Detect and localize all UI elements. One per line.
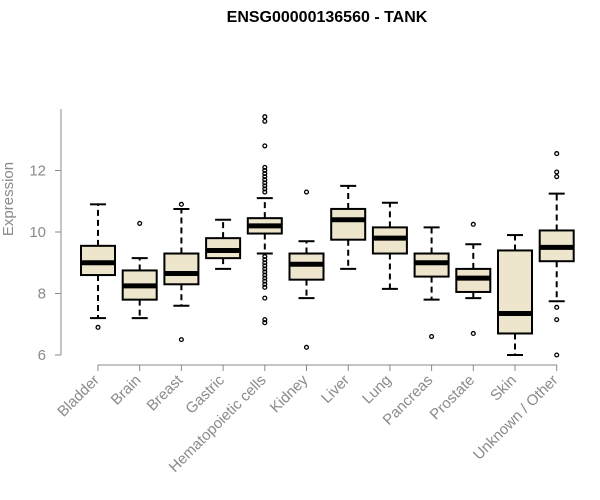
y-tick-label: 8 — [38, 286, 46, 303]
outlier-point — [262, 320, 268, 326]
outlier-point — [262, 177, 268, 183]
outlier-point — [262, 317, 268, 323]
outlier-point — [137, 220, 143, 226]
outlier-point — [554, 304, 560, 310]
outlier-point — [262, 186, 268, 192]
box-group — [246, 114, 283, 326]
box-iqr — [163, 252, 200, 286]
x-tick-label: Brain — [108, 372, 145, 409]
box-group — [371, 201, 408, 290]
outlier-point — [262, 118, 268, 124]
box-group — [288, 189, 325, 350]
outlier-point — [262, 171, 268, 177]
outlier-point — [262, 284, 268, 290]
outlier-point — [262, 257, 268, 263]
box-group — [330, 184, 367, 270]
outlier-point — [262, 180, 268, 186]
box-group — [205, 218, 242, 270]
outlier-point — [554, 317, 560, 323]
outlier-point — [262, 266, 268, 272]
y-tick-label: 10 — [29, 224, 46, 241]
y-tick-label: 12 — [29, 163, 46, 180]
outlier-point — [554, 174, 560, 180]
outlier-point — [262, 295, 268, 301]
outlier-point — [262, 183, 268, 189]
box-group — [455, 221, 492, 337]
box-group — [163, 201, 200, 343]
y-tick-label: 6 — [38, 347, 46, 364]
box-group — [497, 234, 533, 356]
outlier-point — [178, 201, 184, 207]
outlier-point — [429, 333, 435, 340]
y-axis-label: Expression — [0, 162, 17, 236]
x-tick-label: Breast — [144, 371, 187, 414]
outlier-point — [262, 269, 268, 275]
outlier-point — [262, 174, 268, 180]
outlier-point — [303, 344, 310, 350]
box-group — [121, 220, 158, 320]
box-group — [538, 151, 575, 358]
outlier-point — [262, 189, 268, 195]
outlier-point — [262, 278, 268, 284]
outlier-point — [262, 167, 268, 174]
outlier-point — [262, 263, 268, 269]
chart-title: ENSG00000136560 - TANK — [227, 9, 428, 26]
outlier-point — [95, 324, 101, 330]
outlier-point — [262, 114, 268, 120]
outlier-point — [262, 254, 268, 260]
outlier-point — [470, 330, 476, 337]
outlier-point — [554, 151, 560, 157]
x-tick-label: Bladder — [54, 372, 103, 421]
outlier-point — [303, 189, 310, 195]
outlier-point — [554, 169, 560, 175]
outlier-point — [262, 275, 268, 281]
outlier-point — [262, 281, 268, 287]
box-iqr — [497, 249, 533, 335]
x-tick-label: Kidney — [267, 371, 312, 416]
outlier-point — [262, 164, 268, 170]
outlier-point — [178, 337, 184, 343]
outlier-point — [262, 260, 268, 266]
y-ticks: 6 8 10 12 — [29, 163, 61, 364]
x-tick-label: Skin — [487, 372, 520, 405]
box-group — [413, 226, 450, 340]
x-tick-label: Prostate — [427, 372, 479, 424]
box-group — [80, 203, 116, 330]
x-tick-label: Liver — [318, 372, 353, 407]
box-iqr — [330, 207, 367, 241]
outlier-point — [262, 272, 268, 278]
outlier-point — [470, 221, 476, 227]
outlier-point — [262, 143, 268, 149]
outlier-point — [554, 352, 560, 358]
x-tick-label: Lung — [359, 372, 395, 408]
boxes — [80, 114, 575, 358]
